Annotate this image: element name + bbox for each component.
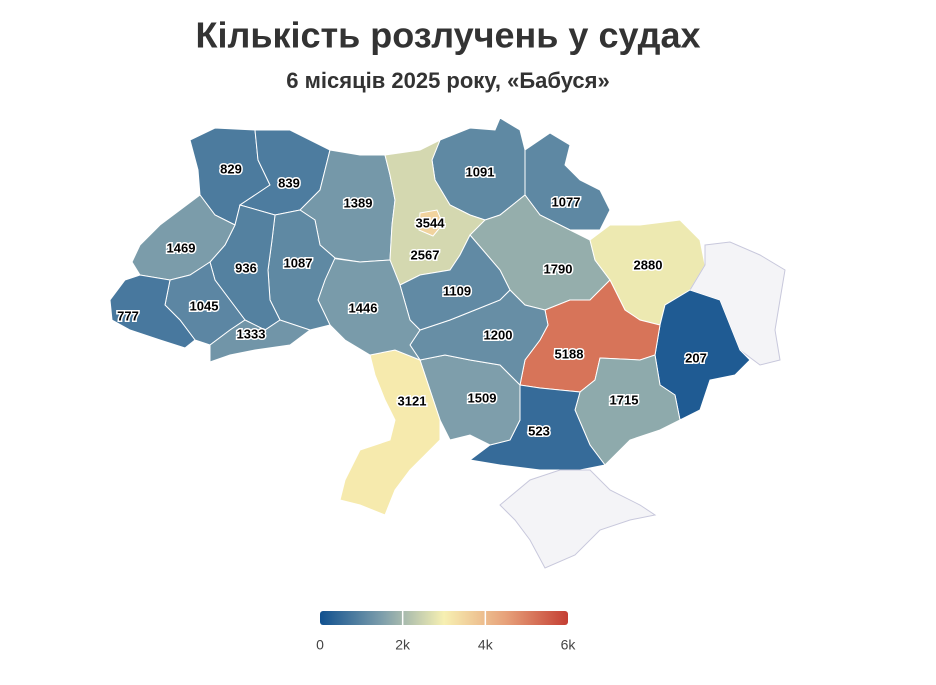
region [109,274,196,349]
colorbar-tick-label: 4k [478,637,494,653]
value-label: 1333 [237,326,266,341]
value-label: 5188 [555,346,584,361]
value-label: 1509 [468,390,497,405]
region [499,469,657,569]
region [339,349,441,516]
value-label: 2880 [634,257,663,272]
value-label: 829 [220,161,242,176]
value-label: 777 [117,308,139,323]
value-label: 3121 [398,393,427,408]
chart-title: Кількість розлучень у судах [196,15,701,56]
chart-subtitle: 6 місяців 2025 року, «Бабуся» [286,68,609,93]
value-label: 1109 [443,283,471,298]
value-label: 1790 [544,261,573,276]
colorbar [320,611,568,625]
value-label: 1469 [167,240,196,255]
value-label: 1091 [466,164,495,179]
value-label: 1715 [610,392,639,407]
value-label: 1200 [484,327,513,342]
value-label: 2567 [411,247,440,262]
value-label: 1087 [284,255,313,270]
value-label: 839 [278,175,300,190]
value-label: 207 [685,350,707,365]
value-label: 1446 [349,300,378,315]
colorbar-tick-label: 0 [316,637,324,653]
value-label: 1389 [344,195,373,210]
value-label: 3544 [416,215,446,230]
colorbar-tick-label: 2k [395,637,411,653]
colorbar-tick-label: 6k [561,637,577,653]
value-label: 523 [528,423,550,438]
region [418,209,444,237]
region [209,319,312,363]
value-label: 1045 [190,298,219,313]
value-label: 936 [235,260,257,275]
value-label: 1077 [552,194,581,209]
